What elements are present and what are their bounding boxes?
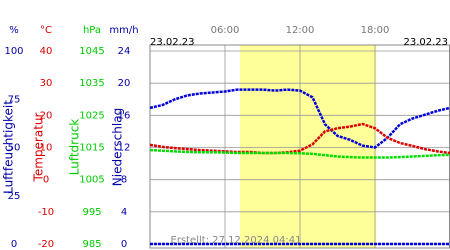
y-tick-label: 0 xyxy=(43,175,49,186)
y-tick-label: 10 xyxy=(40,143,53,154)
daylight xyxy=(240,45,377,248)
axis-title: Niederschlag xyxy=(111,108,125,186)
y-tick-label: -20 xyxy=(38,239,54,250)
y-tick-label: 20 xyxy=(118,78,131,89)
y-tick-label: 1025 xyxy=(79,110,104,121)
footer: Erstellt: 27.12.2024 04:41 xyxy=(171,235,302,246)
y-tick-label: 20 xyxy=(40,110,53,121)
y-tick-label: 30 xyxy=(40,78,53,89)
y-tick-label: 4 xyxy=(121,207,127,218)
y-tick-label: 1035 xyxy=(79,78,104,89)
y-tick-label: 50 xyxy=(8,143,21,154)
axis-unit: % xyxy=(9,25,19,36)
y-tick-label: -10 xyxy=(38,207,54,218)
axis-title: Luftdruck xyxy=(68,119,82,176)
x-tick-label: 12:00 xyxy=(286,25,315,36)
axis-title: Temperatur xyxy=(32,112,46,182)
x-tick-label: 06:00 xyxy=(211,25,240,36)
y-tick-label: 985 xyxy=(82,239,101,250)
y-tick-label: 75 xyxy=(8,94,21,105)
axis-title: Luftfeuchtigkeit xyxy=(2,100,16,194)
axis-unit: °C xyxy=(40,25,52,36)
y-tick-label: 995 xyxy=(82,207,101,218)
date-start: 23.02.23 xyxy=(150,37,195,48)
y-tick-label: 12 xyxy=(118,143,131,154)
y-tick-label: 25 xyxy=(8,191,21,202)
series-line xyxy=(149,122,450,155)
y-tick-label: 40 xyxy=(40,46,53,57)
axis-unit: mm/h xyxy=(109,25,138,36)
y-tick-label: 0 xyxy=(11,239,17,250)
axis-unit: hPa xyxy=(83,25,101,36)
series-line xyxy=(149,148,450,159)
y-tick-label: 1015 xyxy=(79,143,104,154)
y-tick-label: 24 xyxy=(118,46,131,57)
y-tick-label: 1045 xyxy=(79,46,104,57)
date-end: 23.02.23 xyxy=(403,37,448,48)
series-line xyxy=(149,88,450,149)
y-tick-label: 0 xyxy=(121,239,127,250)
y-tick-label: 1005 xyxy=(79,175,104,186)
y-tick-label: 100 xyxy=(4,46,23,57)
y-tick-label: 8 xyxy=(121,175,127,186)
y-tick-label: 16 xyxy=(118,110,131,121)
x-tick-label: 18:00 xyxy=(361,25,390,36)
